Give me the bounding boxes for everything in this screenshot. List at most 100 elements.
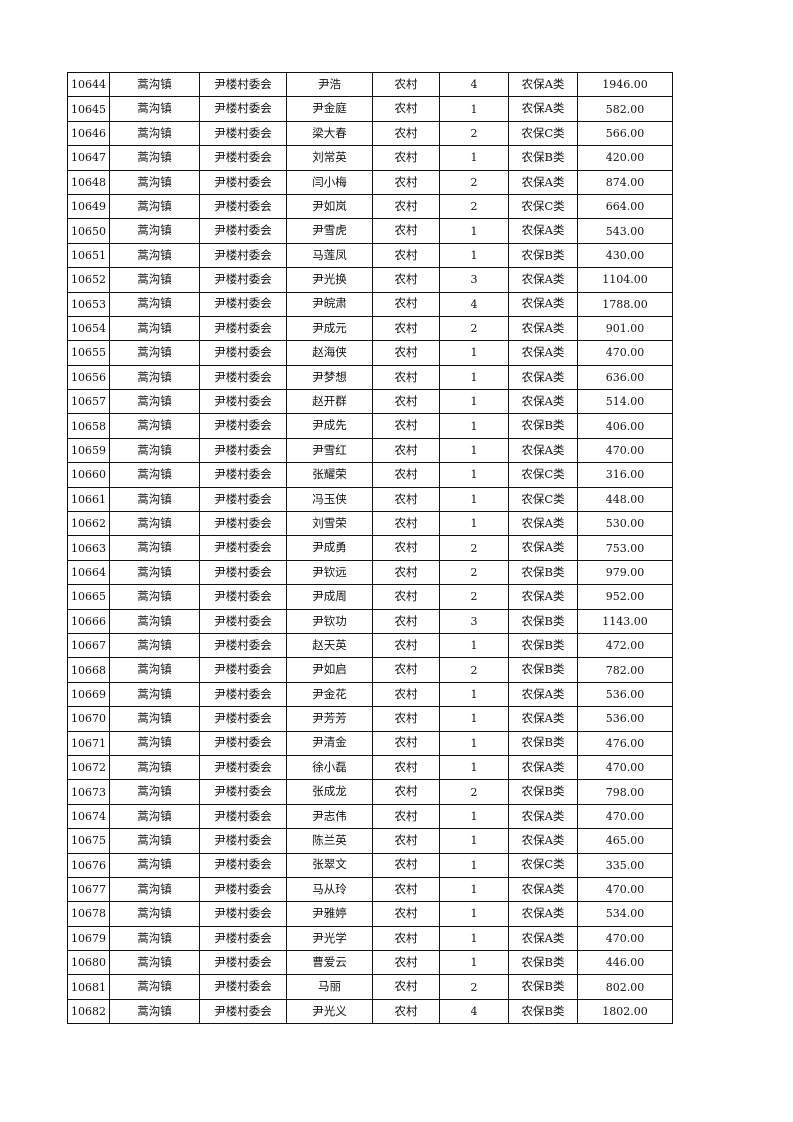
cell-town: 蒿沟镇	[109, 706, 200, 732]
cell-name: 尹雪虎	[286, 218, 373, 244]
cell-amount: 470.00	[577, 925, 673, 952]
cell-amount: 470.00	[577, 437, 673, 464]
cell-amount: 536.00	[577, 681, 673, 708]
cell-village-committee: 尹楼村委会	[199, 315, 287, 342]
cell-row-id: 10644	[67, 71, 110, 98]
table-row: 10682 蒿沟镇 尹楼村委会 尹光义 农村 4 农保B类 1802.00	[67, 998, 673, 1025]
cell-amount: 476.00	[577, 730, 673, 756]
cell-household-count: 2	[439, 779, 509, 805]
cell-town: 蒿沟镇	[109, 901, 200, 927]
cell-village-committee: 尹楼村委会	[199, 950, 287, 976]
table-row: 10671 蒿沟镇 尹楼村委会 尹清金 农村 1 农保B类 476.00	[67, 730, 673, 756]
cell-town: 蒿沟镇	[109, 754, 200, 781]
cell-village-committee: 尹楼村委会	[199, 291, 287, 317]
cell-name: 尹光义	[286, 998, 373, 1025]
cell-row-id: 10673	[67, 779, 110, 805]
cell-amount: 406.00	[577, 413, 673, 439]
cell-name: 尹金庭	[286, 96, 373, 122]
table-body: 10644 蒿沟镇 尹楼村委会 尹浩 农村 4 农保A类 1946.00 10645 蒿沟镇 尹楼村…	[67, 71, 673, 1025]
cell-town: 蒿沟镇	[109, 852, 200, 878]
cell-town: 蒿沟镇	[109, 267, 200, 293]
cell-household-count: 1	[439, 511, 509, 537]
cell-row-id: 10662	[67, 511, 110, 537]
table-row: 10663 蒿沟镇 尹楼村委会 尹成勇 农村 2 农保A类 753.00	[67, 535, 673, 561]
cell-area-type: 农村	[372, 608, 440, 634]
cell-area-type: 农村	[372, 71, 440, 98]
cell-row-id: 10648	[67, 169, 110, 195]
cell-name: 尹皖肃	[286, 291, 373, 317]
cell-area-type: 农村	[372, 120, 440, 147]
cell-row-id: 10672	[67, 754, 110, 781]
cell-household-count: 2	[439, 169, 509, 195]
cell-area-type: 农村	[372, 267, 440, 293]
cell-row-id: 10653	[67, 291, 110, 317]
cell-insurance-class: 农保A类	[508, 681, 578, 708]
cell-row-id: 10666	[67, 608, 110, 634]
cell-town: 蒿沟镇	[109, 974, 200, 1000]
table-row: 10646 蒿沟镇 尹楼村委会 梁大春 农村 2 农保C类 566.00	[67, 120, 673, 147]
cell-row-id: 10660	[67, 462, 110, 488]
table-row: 10657 蒿沟镇 尹楼村委会 赵开群 农村 1 农保A类 514.00	[67, 389, 673, 415]
table-row: 10652 蒿沟镇 尹楼村委会 尹光换 农村 3 农保A类 1104.00	[67, 267, 673, 293]
cell-village-committee: 尹楼村委会	[199, 511, 287, 537]
cell-household-count: 3	[439, 267, 509, 293]
table-row: 10665 蒿沟镇 尹楼村委会 尹成周 农村 2 农保A类 952.00	[67, 584, 673, 610]
cell-town: 蒿沟镇	[109, 193, 200, 220]
cell-household-count: 2	[439, 657, 509, 683]
cell-insurance-class: 农保A类	[508, 218, 578, 244]
cell-household-count: 1	[439, 486, 509, 513]
cell-insurance-class: 农保A类	[508, 803, 578, 830]
cell-amount: 1802.00	[577, 998, 673, 1025]
cell-amount: 1143.00	[577, 608, 673, 634]
cell-household-count: 1	[439, 340, 509, 366]
cell-amount: 664.00	[577, 193, 673, 220]
cell-household-count: 1	[439, 706, 509, 732]
cell-amount: 782.00	[577, 657, 673, 683]
cell-insurance-class: 农保A类	[508, 925, 578, 952]
cell-town: 蒿沟镇	[109, 364, 200, 391]
cell-insurance-class: 农保C类	[508, 486, 578, 513]
cell-name: 尹成周	[286, 584, 373, 610]
cell-name: 赵开群	[286, 389, 373, 415]
cell-insurance-class: 农保B类	[508, 779, 578, 805]
cell-amount: 536.00	[577, 706, 673, 732]
cell-amount: 952.00	[577, 584, 673, 610]
cell-household-count: 1	[439, 413, 509, 439]
cell-amount: 1788.00	[577, 291, 673, 317]
cell-household-count: 4	[439, 291, 509, 317]
cell-amount: 798.00	[577, 779, 673, 805]
cell-household-count: 1	[439, 437, 509, 464]
cell-village-committee: 尹楼村委会	[199, 559, 287, 586]
cell-village-committee: 尹楼村委会	[199, 632, 287, 659]
table-row: 10664 蒿沟镇 尹楼村委会 尹钦远 农村 2 农保B类 979.00	[67, 559, 673, 586]
cell-area-type: 农村	[372, 706, 440, 732]
cell-village-committee: 尹楼村委会	[199, 681, 287, 708]
cell-row-id: 10655	[67, 340, 110, 366]
cell-area-type: 农村	[372, 559, 440, 586]
cell-town: 蒿沟镇	[109, 828, 200, 854]
table-row: 10678 蒿沟镇 尹楼村委会 尹雅婷 农村 1 农保A类 534.00	[67, 901, 673, 927]
cell-amount: 420.00	[577, 145, 673, 171]
cell-insurance-class: 农保B类	[508, 950, 578, 976]
cell-insurance-class: 农保A类	[508, 364, 578, 391]
cell-amount: 470.00	[577, 340, 673, 366]
cell-name: 尹光换	[286, 267, 373, 293]
cell-household-count: 1	[439, 364, 509, 391]
cell-insurance-class: 农保B类	[508, 413, 578, 439]
cell-row-id: 10659	[67, 437, 110, 464]
cell-row-id: 10670	[67, 706, 110, 732]
cell-village-committee: 尹楼村委会	[199, 876, 287, 903]
table-row: 10651 蒿沟镇 尹楼村委会 马莲凤 农村 1 农保B类 430.00	[67, 242, 673, 269]
cell-name: 马丽	[286, 974, 373, 1000]
table-row: 10666 蒿沟镇 尹楼村委会 尹钦功 农村 3 农保B类 1143.00	[67, 608, 673, 634]
cell-town: 蒿沟镇	[109, 437, 200, 464]
cell-area-type: 农村	[372, 389, 440, 415]
cell-amount: 566.00	[577, 120, 673, 147]
cell-village-committee: 尹楼村委会	[199, 852, 287, 878]
cell-area-type: 农村	[372, 632, 440, 659]
cell-insurance-class: 农保B类	[508, 608, 578, 634]
cell-household-count: 1	[439, 242, 509, 269]
cell-insurance-class: 农保B类	[508, 657, 578, 683]
cell-village-committee: 尹楼村委会	[199, 608, 287, 634]
cell-amount: 543.00	[577, 218, 673, 244]
